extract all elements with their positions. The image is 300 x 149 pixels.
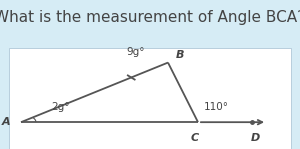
Text: What is the measurement of Angle BCA?: What is the measurement of Angle BCA? [0,10,300,25]
Text: D: D [250,133,260,143]
Text: C: C [191,133,199,143]
FancyBboxPatch shape [9,48,291,149]
Text: 110°: 110° [204,102,229,112]
Text: 2g°: 2g° [51,102,70,112]
Text: A: A [2,117,11,127]
Text: B: B [176,50,184,60]
Text: 9g°: 9g° [126,47,145,57]
